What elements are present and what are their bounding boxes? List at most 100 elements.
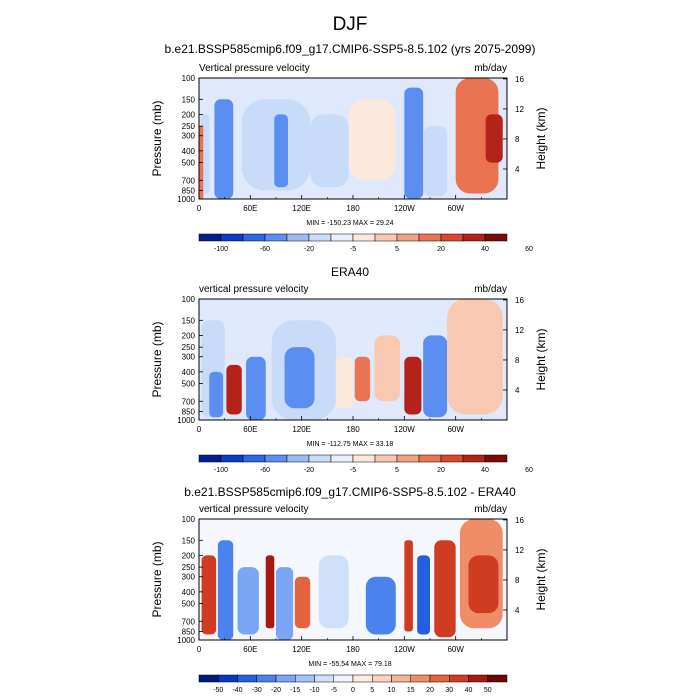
contour-region xyxy=(209,371,223,418)
y-tick-label: 250 xyxy=(182,343,196,352)
contour-region xyxy=(294,576,311,629)
contour-region xyxy=(348,99,396,181)
y2-axis-label: Height (km) xyxy=(534,548,548,610)
contour-region xyxy=(374,335,401,402)
colorbar-label: 10 xyxy=(388,687,396,694)
field-layer xyxy=(201,519,503,640)
y-tick-label: 250 xyxy=(182,122,196,131)
y-tick-label: 100 xyxy=(182,74,196,83)
colorbar-label: 60 xyxy=(525,467,533,474)
contour-region xyxy=(237,567,259,635)
colorbar-label: -30 xyxy=(252,687,262,694)
colorbar-box xyxy=(218,674,238,683)
colorbar-label: 40 xyxy=(465,687,473,694)
min-max-stats: MIN = -55.54 MAX = 79.18 xyxy=(308,661,392,668)
colorbar-label: -5 xyxy=(350,467,356,474)
contour-region xyxy=(423,335,448,418)
y2-axis-label: Height (km) xyxy=(534,107,548,169)
colorbar-box xyxy=(237,674,257,683)
colorbar-box xyxy=(484,233,508,242)
contour-region xyxy=(265,555,275,629)
x-tick-label: 180 xyxy=(346,204,360,213)
colorbar-label: 0 xyxy=(351,687,355,694)
contour-region xyxy=(404,540,413,632)
y-tick-label: 400 xyxy=(182,147,196,156)
colorbar-box xyxy=(333,674,354,683)
colorbar-box xyxy=(410,674,431,683)
y2-tick-label: 8 xyxy=(515,356,520,365)
colorbar-label: 40 xyxy=(481,246,489,253)
y-tick-label: 850 xyxy=(182,407,196,416)
contour-region xyxy=(354,356,371,402)
contour-region xyxy=(276,567,294,640)
x-tick-label: 60E xyxy=(243,645,257,654)
colorbar-label: -20 xyxy=(304,467,314,474)
x-tick-label: 120E xyxy=(292,645,311,654)
panel-title: b.e21.BSSP585cmip6.f09_g17.CMIP6-SSP5-8.… xyxy=(184,485,516,499)
colorbar-label: 20 xyxy=(426,687,434,694)
colorbar-label: -60 xyxy=(260,467,270,474)
x-tick-label: 120W xyxy=(394,645,415,654)
y-tick-label: 100 xyxy=(182,295,196,304)
colorbar-box xyxy=(487,674,508,683)
y-tick-label: 250 xyxy=(182,563,196,572)
min-max-stats: MIN = -150.23 MAX = 29.24 xyxy=(306,220,394,227)
x-tick-label: 60E xyxy=(243,425,257,434)
contour-region xyxy=(217,540,234,640)
y-tick-label: 400 xyxy=(182,368,196,377)
panel-title: b.e21.BSSP585cmip6.f09_g17.CMIP6-SSP5-8.… xyxy=(164,42,536,56)
y-tick-label: 150 xyxy=(182,95,196,104)
y2-tick-label: 12 xyxy=(515,326,524,335)
y-tick-label: 850 xyxy=(182,627,196,636)
x-tick-label: 0 xyxy=(197,645,202,654)
y-tick-label: 850 xyxy=(182,186,196,195)
y-tick-label: 500 xyxy=(182,600,196,609)
y-tick-label: 700 xyxy=(182,617,196,626)
colorbar-label: 5 xyxy=(370,687,374,694)
y2-tick-label: 12 xyxy=(515,546,524,555)
x-tick-label: 120E xyxy=(292,425,311,434)
y-tick-label: 300 xyxy=(182,132,196,141)
contour-region xyxy=(485,114,503,163)
y2-tick-label: 4 xyxy=(515,386,520,395)
colorbar-box xyxy=(256,674,277,683)
y-axis-label: Pressure (mb) xyxy=(150,541,164,617)
contour-region xyxy=(226,364,242,415)
contour-region xyxy=(274,114,288,188)
x-tick-label: 0 xyxy=(197,425,202,434)
colorbar-label: -100 xyxy=(214,467,228,474)
contour-region xyxy=(455,78,499,194)
x-tick-label: 0 xyxy=(197,204,202,213)
colorbar-box xyxy=(429,674,450,683)
min-max-stats: MIN = -112.75 MAX = 33.18 xyxy=(306,441,394,448)
colorbar-label: -20 xyxy=(271,687,281,694)
colorbar-label: -5 xyxy=(331,687,337,694)
colorbar-box xyxy=(372,674,392,683)
y2-tick-label: 4 xyxy=(515,606,520,615)
contour-region xyxy=(335,356,353,409)
contour-region xyxy=(284,347,315,409)
colorbar-label: 20 xyxy=(437,467,445,474)
x-tick-label: 180 xyxy=(346,645,360,654)
colorbar-label: -5 xyxy=(350,246,356,253)
contour-region xyxy=(468,555,499,614)
colorbar-box xyxy=(314,674,334,683)
colorbar-label: -40 xyxy=(232,687,242,694)
contour-region xyxy=(318,555,349,629)
y-tick-label: 400 xyxy=(182,588,196,597)
colorbar-label: -10 xyxy=(309,687,319,694)
colorbar-label: 60 xyxy=(525,246,533,253)
y-tick-label: 1000 xyxy=(177,636,195,645)
x-tick-label: 60W xyxy=(447,204,464,213)
contour-region xyxy=(434,540,456,638)
panel-left-string: Vertical pressure velocity xyxy=(199,63,310,74)
colorbar-box xyxy=(391,674,411,683)
panel-title: ERA40 xyxy=(330,265,370,279)
y2-tick-label: 16 xyxy=(515,296,524,305)
contour-region xyxy=(214,99,234,199)
field-layer xyxy=(199,78,503,199)
colorbar-label: -20 xyxy=(304,246,314,253)
colorbar-box xyxy=(275,674,296,683)
y2-tick-label: 8 xyxy=(515,135,520,144)
